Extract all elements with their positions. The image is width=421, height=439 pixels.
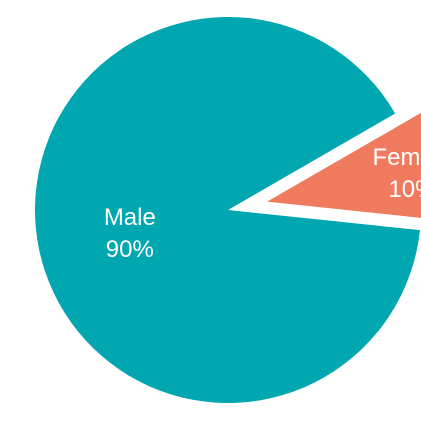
pie-slices — [35, 16, 421, 403]
slice-label-female: Female — [372, 144, 421, 171]
pie-slice-male — [35, 16, 420, 403]
pie-slice-female — [267, 112, 421, 218]
slice-value-female: 10% — [388, 176, 421, 203]
pie-labels: Male 90% Female 10% — [104, 144, 421, 263]
slice-label-male: Male — [104, 204, 156, 231]
slice-value-male: 90% — [106, 236, 154, 263]
